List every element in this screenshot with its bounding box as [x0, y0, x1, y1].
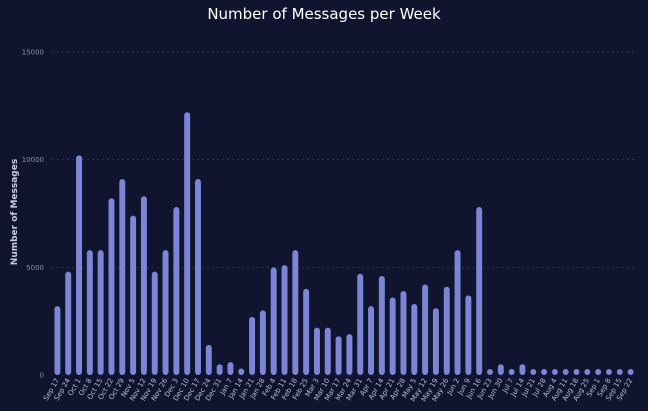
- bar: [227, 362, 234, 375]
- bar: [497, 364, 504, 375]
- y-axis-label: Number of Messages: [10, 159, 20, 265]
- bar: [184, 112, 191, 375]
- chart-title: Number of Messages per Week: [207, 5, 441, 23]
- y-tick-label: 15000: [22, 49, 44, 57]
- bar: [422, 284, 429, 375]
- bar: [541, 369, 548, 375]
- bar: [476, 207, 483, 375]
- bar: [292, 250, 299, 375]
- bar: [281, 265, 288, 375]
- y-tick-label: 10000: [22, 156, 44, 164]
- bar: [151, 271, 158, 375]
- bar: [270, 267, 277, 375]
- bar: [389, 297, 396, 375]
- bar: [65, 271, 72, 375]
- bar: [530, 369, 537, 375]
- bar: [195, 179, 201, 375]
- bar: [238, 368, 245, 375]
- bar: [562, 369, 569, 375]
- bar: [519, 364, 526, 375]
- bar: [551, 369, 558, 375]
- bar: [303, 288, 310, 375]
- bar: [378, 275, 385, 375]
- bar: [411, 303, 418, 375]
- bar: [346, 334, 353, 375]
- bar: [432, 308, 439, 375]
- bar: [487, 369, 493, 375]
- bar: [508, 369, 515, 375]
- bar: [627, 369, 634, 375]
- bar: [162, 250, 169, 375]
- bar: [313, 327, 320, 375]
- bar: [259, 310, 266, 375]
- y-tick-label: 0: [40, 372, 44, 380]
- grid-layer: 0 5000 10000 15000: [22, 49, 636, 380]
- bar: [454, 250, 461, 375]
- bar: [465, 295, 472, 375]
- bar: [584, 369, 591, 375]
- bar-layer: [54, 112, 634, 375]
- bar: [357, 273, 364, 375]
- bar: [616, 369, 623, 375]
- bar: [54, 306, 61, 375]
- bar: [140, 196, 147, 375]
- y-tick-label: 5000: [26, 264, 44, 272]
- bar: [595, 369, 602, 375]
- bar: [119, 179, 126, 375]
- bar: [97, 250, 104, 375]
- bar: [130, 215, 137, 375]
- bar: [173, 207, 180, 375]
- bar: [573, 369, 580, 375]
- bar: [108, 198, 115, 375]
- bar: [605, 369, 612, 375]
- bar: [249, 316, 256, 375]
- bar: [400, 291, 407, 375]
- bar: [324, 327, 331, 375]
- bar: [86, 250, 93, 375]
- bar: [443, 286, 450, 375]
- bar: [216, 364, 223, 375]
- bar: [205, 344, 212, 375]
- bar: [335, 336, 342, 375]
- bar: [368, 306, 375, 375]
- bar: [76, 155, 83, 375]
